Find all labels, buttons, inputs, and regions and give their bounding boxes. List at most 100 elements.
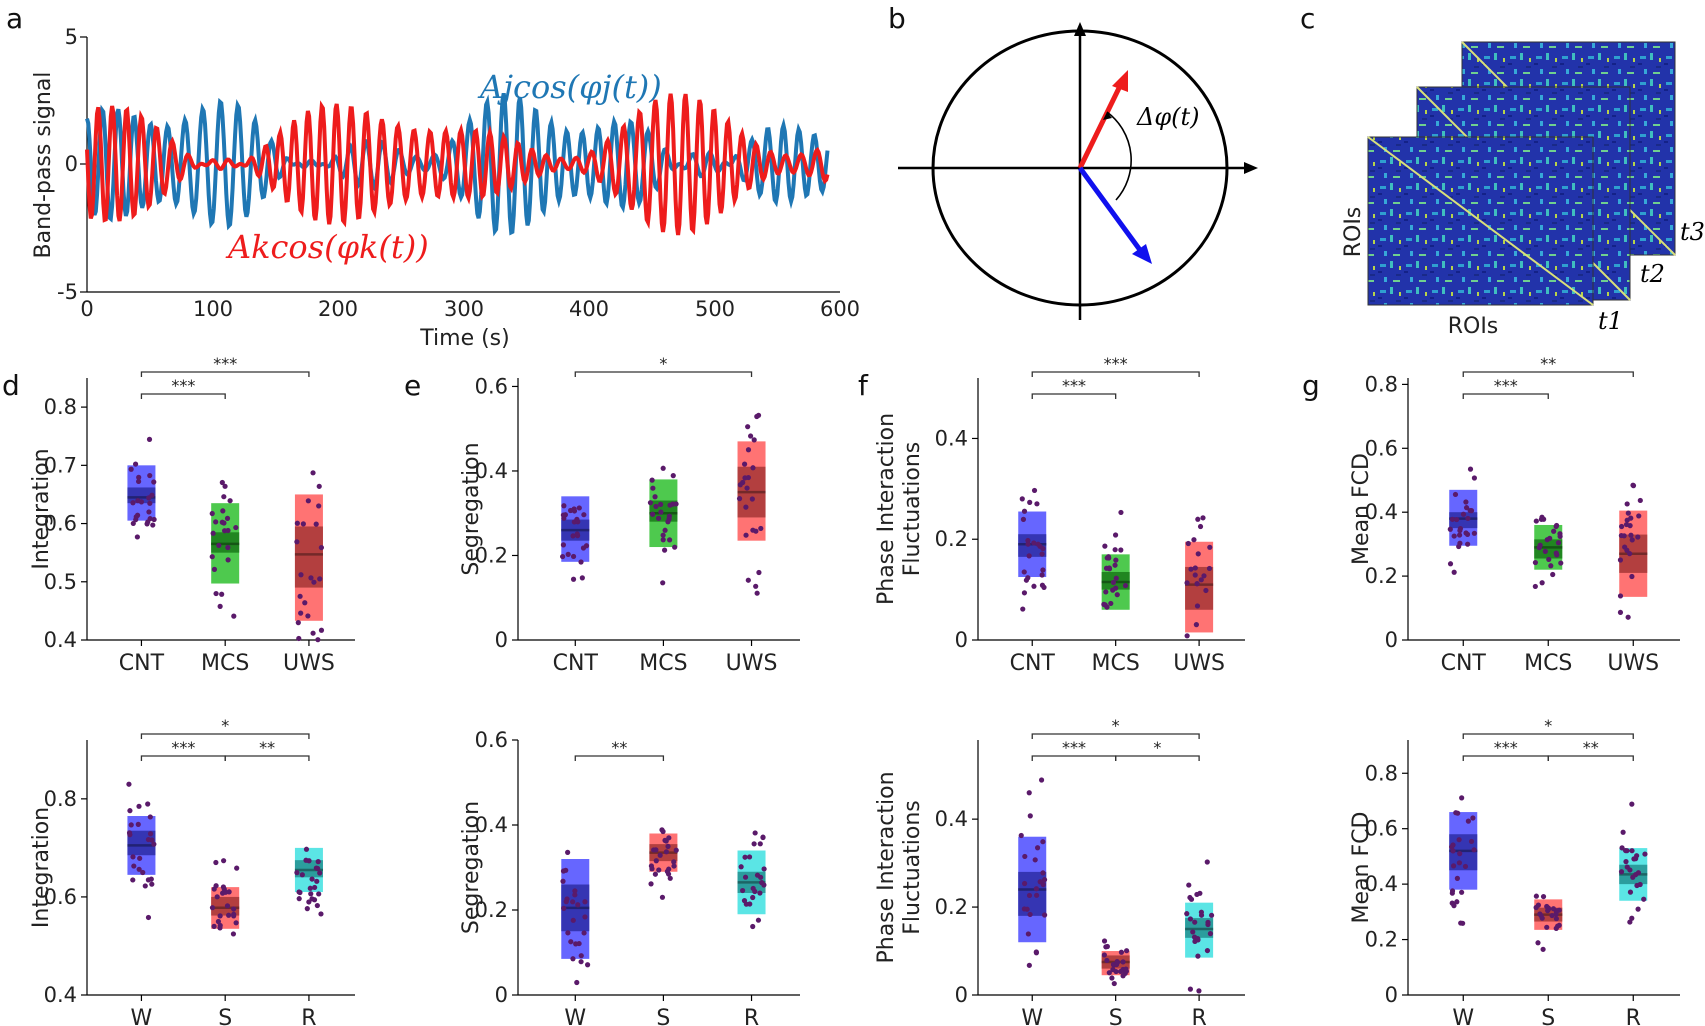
- data-point: [1018, 832, 1024, 839]
- data-point: [213, 859, 219, 866]
- data-point: [130, 500, 136, 506]
- data-point: [135, 498, 141, 504]
- data-point: [1451, 533, 1457, 539]
- data-point: [749, 496, 755, 502]
- data-point: [217, 925, 223, 931]
- data-point: [1022, 853, 1028, 860]
- data-point: [211, 566, 218, 572]
- data-point: [1449, 516, 1456, 522]
- data-point: [649, 477, 655, 483]
- data-point: [742, 874, 749, 880]
- data-point: [1192, 572, 1198, 578]
- data-point: [1635, 534, 1641, 540]
- data-point: [296, 896, 302, 902]
- data-point: [1118, 547, 1124, 553]
- a-xtick: 0: [80, 297, 93, 321]
- data-point: [565, 930, 571, 936]
- data-point: [1457, 527, 1463, 534]
- data-point: [1201, 573, 1207, 579]
- ytick-label: 0: [1385, 983, 1398, 1007]
- data-point: [1553, 916, 1559, 922]
- data-point: [1625, 614, 1631, 620]
- data-point: [570, 553, 577, 560]
- data-point: [219, 479, 225, 486]
- data-point: [748, 433, 754, 439]
- data-point: [1104, 957, 1110, 964]
- data-point: [1451, 903, 1457, 909]
- angle-arc: [1106, 111, 1132, 201]
- data-point: [317, 870, 323, 876]
- data-point: [1535, 902, 1542, 908]
- data-point: [1104, 604, 1110, 610]
- category-label: UWS: [283, 651, 335, 676]
- data-point: [1026, 553, 1032, 559]
- data-point: [297, 889, 303, 896]
- data-point: [753, 528, 759, 534]
- data-point: [217, 603, 223, 609]
- data-point: [210, 530, 216, 536]
- data-point: [1206, 565, 1213, 572]
- data-point: [231, 613, 237, 619]
- data-point: [565, 849, 571, 855]
- significance-bracket: [1462, 733, 1634, 739]
- a-xlabel: Time (s): [419, 326, 509, 351]
- angle-arc-head: [1103, 112, 1112, 120]
- a-xticks: 0 100 200 300 400 500 600: [80, 297, 860, 321]
- data-point: [1555, 540, 1562, 546]
- data-point: [209, 905, 216, 911]
- data-point: [1026, 790, 1032, 796]
- data-point: [1447, 561, 1454, 567]
- data-point: [1465, 818, 1471, 824]
- panel-a: 5 0 -5 0 100 200 300 400 500 600 Band-pa…: [31, 25, 860, 351]
- box-ci-MCS: [211, 532, 240, 553]
- data-point: [225, 544, 231, 551]
- data-point: [1039, 572, 1045, 578]
- data-point: [294, 520, 300, 526]
- data-point: [570, 917, 576, 923]
- significance-bracket: [140, 733, 310, 739]
- category-label: R: [1191, 1006, 1206, 1026]
- data-point: [209, 510, 215, 517]
- data-point: [316, 483, 322, 489]
- data-point: [1456, 860, 1463, 866]
- category-label: S: [1109, 1006, 1123, 1026]
- y-axis-label: Fluctuations: [900, 442, 925, 576]
- data-point: [215, 918, 222, 925]
- fc-diagonal: [1367, 136, 1594, 306]
- data-point: [744, 485, 750, 491]
- data-point: [1037, 543, 1043, 549]
- data-point: [1453, 810, 1459, 816]
- data-point: [648, 881, 654, 887]
- data-point: [1109, 975, 1115, 981]
- data-point: [1459, 795, 1465, 801]
- panel-label-c: c: [1300, 2, 1315, 35]
- data-point: [1106, 566, 1113, 572]
- data-point: [1535, 940, 1541, 946]
- data-point: [311, 579, 317, 585]
- data-point: [221, 520, 227, 526]
- data-point: [1197, 523, 1204, 530]
- significance-label: *: [221, 716, 229, 735]
- y-axis-label: Fluctuations: [900, 800, 925, 934]
- category-label: W: [1021, 1006, 1043, 1026]
- data-point: [1450, 848, 1456, 854]
- ytick-label: 0: [955, 983, 968, 1007]
- data-point: [127, 832, 133, 838]
- data-point: [666, 835, 672, 841]
- data-point: [662, 527, 668, 533]
- data-point: [1102, 543, 1108, 549]
- data-point: [149, 881, 155, 887]
- data-point: [303, 846, 310, 852]
- ytick-label: 0.4: [935, 426, 968, 450]
- data-point: [657, 852, 663, 858]
- data-point: [151, 841, 157, 847]
- data-point: [318, 627, 325, 633]
- label-t3: t3: [1680, 218, 1705, 246]
- category-label: MCS: [1092, 651, 1140, 676]
- data-point: [1184, 633, 1190, 639]
- data-point: [1031, 487, 1038, 494]
- data-point: [233, 524, 239, 531]
- data-point: [1122, 582, 1129, 589]
- a-xtick: 600: [820, 297, 860, 321]
